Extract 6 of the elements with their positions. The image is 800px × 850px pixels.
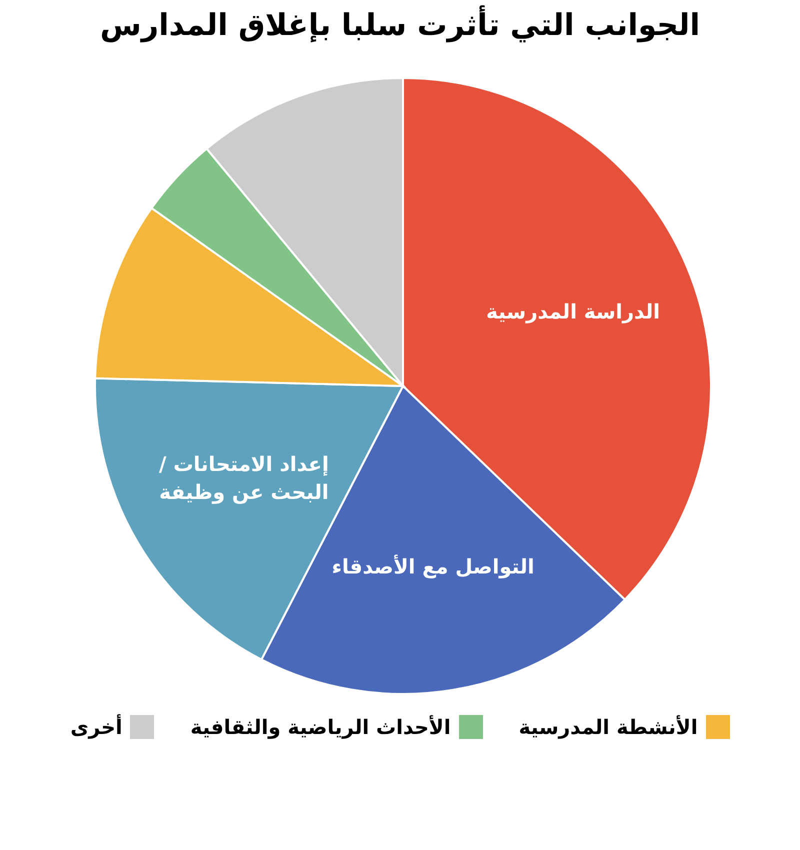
slice-label: إعداد الامتحانات / البحث عن وظيفة — [159, 452, 329, 505]
legend-label: الأنشطة المدرسية — [518, 715, 698, 739]
legend-label: أخرى — [70, 715, 122, 739]
slice-label: التواصل مع الأصدقاء — [332, 554, 534, 579]
slice-label: الدراسة المدرسية — [486, 300, 660, 324]
legend-label: الأحداث الرياضية والثقافية — [190, 715, 451, 739]
